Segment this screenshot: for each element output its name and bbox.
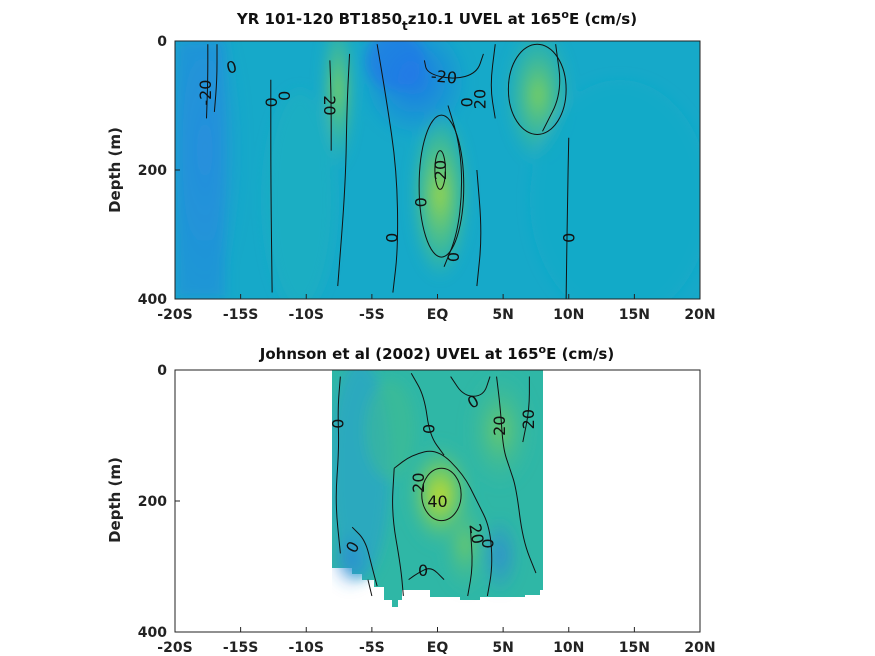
- contour-label: 0: [383, 233, 402, 243]
- contour-line: [410, 373, 445, 456]
- panel-title: YR 101-120 BT1850tz10.1 UVEL at 165oE (c…: [236, 8, 637, 33]
- x-tick-label: 5N: [492, 640, 513, 656]
- contour-label: 20: [409, 472, 428, 492]
- contour-loop: [507, 43, 567, 136]
- y-tick-label: 400: [138, 292, 167, 308]
- contour-label: 0: [444, 252, 463, 262]
- x-tick-label: 20N: [684, 307, 715, 323]
- x-axis: -20S -15S -10S -5S EQ 5N 10N 15N 20N: [157, 294, 716, 323]
- contour-line: [423, 53, 484, 79]
- contour-line: [443, 105, 463, 267]
- x-tick-label: -20S: [157, 640, 192, 656]
- panel-title: Johnson et al (2002) UVEL at 165oE (cm/s…: [259, 343, 614, 363]
- x-tick-label: EQ: [427, 307, 449, 323]
- contour-line: [496, 376, 511, 469]
- contour-loop: [421, 467, 462, 522]
- x-tick-label: -10S: [289, 640, 324, 656]
- contour-label: 20: [320, 95, 339, 115]
- contour-line: [351, 526, 378, 587]
- contour-lines: [206, 43, 570, 299]
- contour-loop: [418, 114, 465, 258]
- x-tick-label: 10N: [553, 307, 584, 323]
- contour-label: 20: [471, 89, 490, 109]
- y-tick-label: 200: [138, 163, 167, 179]
- heatmap-field: [332, 370, 543, 607]
- y-axis-label: Depth (m): [106, 127, 124, 213]
- contour-line: [542, 44, 561, 132]
- contour-label: 20: [431, 160, 450, 180]
- contour-line: [337, 53, 351, 287]
- x-tick-label: EQ: [427, 640, 449, 656]
- contour-label: 0: [478, 538, 497, 548]
- contour-line: [509, 468, 537, 574]
- x-tick-label: 5N: [492, 307, 513, 323]
- contour-label: 0: [275, 91, 294, 101]
- contour-label: -20: [430, 66, 458, 87]
- contour-line: [206, 44, 209, 119]
- contour-label: 0: [262, 97, 281, 107]
- contour-label: 0: [411, 197, 430, 207]
- contour-line: [376, 44, 399, 293]
- y-axis: 0 200 400: [138, 34, 180, 308]
- contour-line: [467, 527, 473, 597]
- contour-line: [565, 137, 570, 299]
- contour-line: [392, 468, 404, 597]
- y-tick-label: 400: [138, 625, 167, 641]
- y-tick-label: 0: [157, 363, 167, 379]
- y-tick-label: 200: [138, 494, 167, 510]
- x-tick-label: -5S: [359, 640, 385, 656]
- contour-label: 20: [490, 415, 509, 435]
- contour-line: [367, 579, 373, 597]
- contour-line: [335, 376, 341, 554]
- x-tick-label: 15N: [619, 307, 650, 323]
- contour-label: 0: [329, 419, 348, 429]
- panel-model-uvel: YR 101-120 BT1850tz10.1 UVEL at 165oE (c…: [106, 8, 716, 323]
- contour-line: [408, 568, 445, 581]
- contour-line: [213, 44, 218, 112]
- contour-line: [490, 44, 496, 119]
- contour-label: 0: [457, 97, 476, 107]
- x-axis: -20S -15S -10S -5S EQ 5N 10N 15N 20N: [157, 627, 716, 656]
- contour-label: 0: [224, 57, 239, 78]
- contour-line: [476, 169, 482, 287]
- x-tick-label: -15S: [223, 307, 258, 323]
- contour-label: 20: [465, 522, 487, 545]
- contour-label: 40: [427, 492, 447, 511]
- y-tick-label: 0: [157, 34, 167, 50]
- contour-label: -20: [196, 80, 215, 106]
- x-tick-label: 15N: [619, 640, 650, 656]
- panel-observed-uvel: Johnson et al (2002) UVEL at 165oE (cm/s…: [106, 343, 716, 656]
- contour-label: 0: [418, 561, 428, 580]
- x-tick-label: -15S: [223, 640, 258, 656]
- contour-line: [522, 376, 530, 443]
- y-axis-label: Depth (m): [106, 457, 124, 543]
- contour-label: 0: [419, 424, 438, 434]
- x-tick-label: -20S: [157, 307, 192, 323]
- x-tick-label: 10N: [553, 640, 584, 656]
- contour-lines: [335, 373, 537, 597]
- contour-line: [270, 79, 273, 293]
- contour-line: [450, 376, 491, 397]
- contour-line: [393, 450, 493, 597]
- contour-label: 0: [560, 233, 579, 243]
- x-tick-label: -5S: [359, 307, 385, 323]
- contour-line: [329, 60, 332, 151]
- contour-loop: [434, 150, 446, 190]
- x-tick-label: -10S: [289, 307, 324, 323]
- contour-label: 20: [519, 409, 538, 429]
- y-axis: 0 200 400: [138, 363, 180, 641]
- x-tick-label: 20N: [684, 640, 715, 656]
